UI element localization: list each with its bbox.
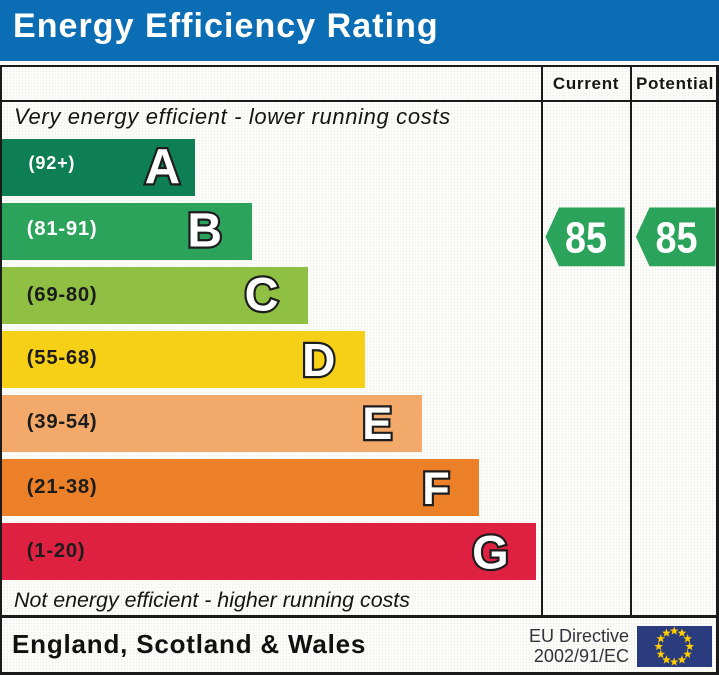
svg-text:E: E — [362, 398, 392, 449]
svg-text:85: 85 — [656, 214, 698, 263]
svg-text:B: B — [187, 205, 222, 258]
svg-text:F: F — [422, 463, 450, 514]
svg-text:A: A — [145, 140, 180, 194]
svg-text:G: G — [472, 526, 509, 579]
svg-text:85: 85 — [565, 214, 607, 263]
svg-text:D: D — [302, 334, 335, 386]
svg-text:C: C — [245, 268, 279, 321]
